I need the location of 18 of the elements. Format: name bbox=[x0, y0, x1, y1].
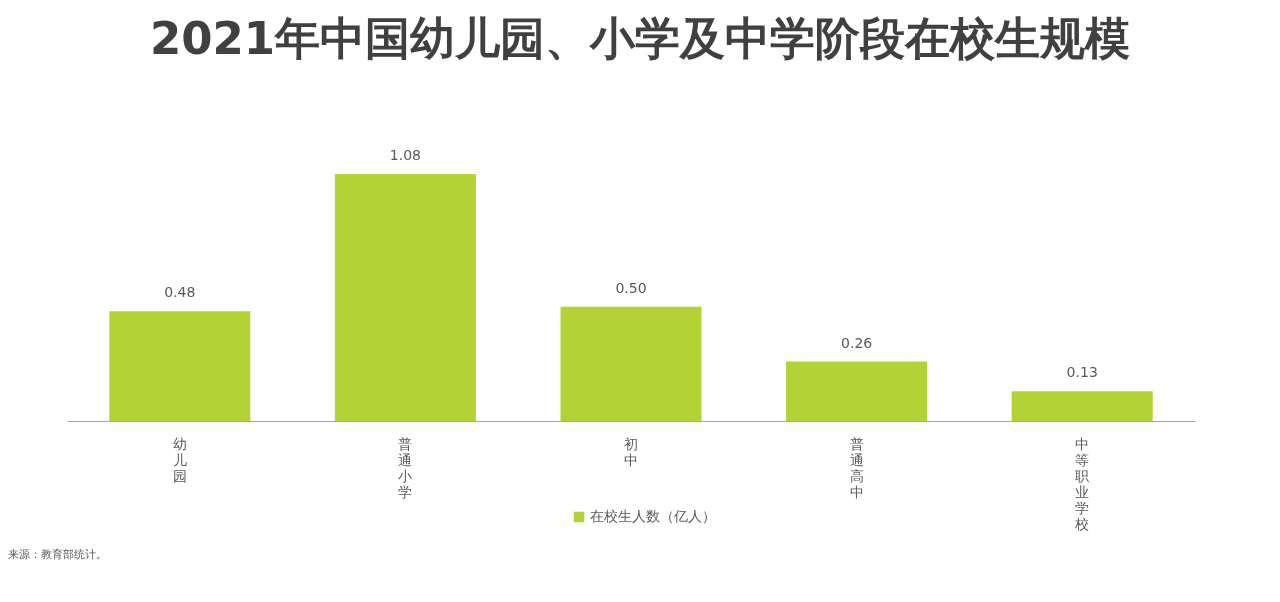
bar bbox=[786, 361, 928, 421]
x-tick-label: 初中 bbox=[624, 435, 638, 468]
x-tick-label: 普通高中 bbox=[849, 435, 864, 500]
source-note: 来源：教育部统计。 bbox=[8, 548, 107, 561]
chart-title: 2021年中国幼儿园、小学及中学阶段在校生规模 bbox=[149, 12, 1131, 65]
data-label: 0.26 bbox=[841, 334, 873, 351]
x-tick-label: 幼儿园 bbox=[172, 435, 187, 484]
data-label: 0.50 bbox=[615, 279, 647, 296]
legend-label: 在校生人数（亿人） bbox=[590, 508, 716, 524]
data-label: 0.48 bbox=[164, 284, 196, 301]
bar bbox=[560, 306, 702, 421]
data-label: 0.13 bbox=[1066, 364, 1098, 381]
data-label: 1.08 bbox=[389, 147, 421, 163]
bar bbox=[109, 311, 251, 421]
bar bbox=[1011, 391, 1153, 421]
x-tick-label: 中等职业学校 bbox=[1074, 435, 1090, 532]
x-tick-label: 普通小学 bbox=[398, 435, 413, 500]
bar bbox=[334, 174, 476, 421]
